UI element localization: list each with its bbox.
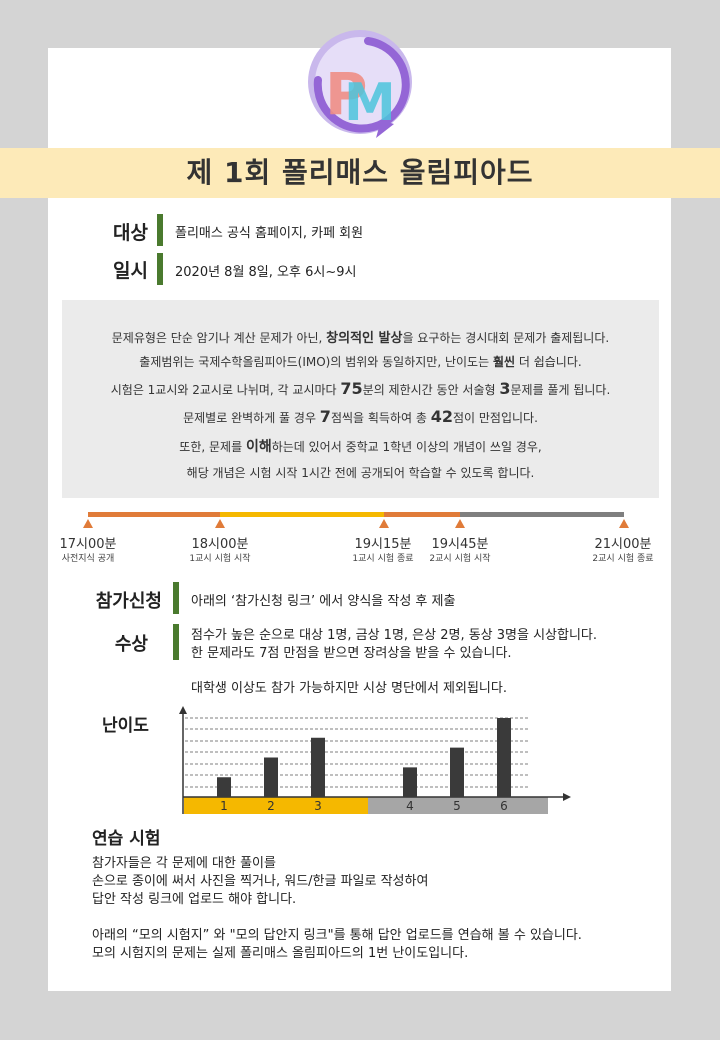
prize-note: 대학생 이상도 참가 가능하지만 시상 명단에서 제외됩니다.	[191, 681, 507, 696]
date-accent-bar	[157, 253, 163, 285]
timeline-desc: 1교시 시험 종료	[352, 554, 414, 564]
timeline-time: 19시15분	[354, 537, 412, 552]
timeline-segment-session-2	[460, 512, 624, 517]
timeline-desc: 2교시 시험 시작	[429, 554, 491, 564]
apply-accent-bar	[173, 582, 179, 614]
practice-paragraph-line: 답안 작성 링크에 업로드 해야 합니다.	[92, 892, 297, 907]
x-tick-label: 4	[406, 799, 414, 813]
timeline-segment-break	[384, 512, 460, 517]
axis-band-session-1	[184, 797, 368, 814]
target-label: 대상	[113, 222, 148, 244]
timeline-marker	[619, 519, 629, 528]
timeline-marker	[455, 519, 465, 528]
timeline-time: 17시00분	[59, 537, 117, 552]
axis-band-session-2	[368, 797, 548, 814]
info-line-2: 출제범위는 국제수학올림피아드(IMO)의 범위와 동일하지만, 난이도는 훨씬…	[139, 355, 582, 369]
prize-line-1: 점수가 높은 순으로 대상 1명, 금상 1명, 은상 2명, 동상 3명을 시…	[191, 628, 598, 643]
difficulty-bar	[264, 757, 278, 797]
timeline-marker	[379, 519, 389, 528]
timeline-marker	[215, 519, 225, 528]
timeline-desc: 1교시 시험 시작	[189, 554, 251, 564]
x-tick-label: 1	[220, 799, 228, 813]
apply-value: 아래의 ‘참가신청 링크’ 에서 양식을 작성 후 제출	[191, 594, 456, 609]
poster-card	[48, 48, 671, 991]
x-tick-label: 3	[314, 799, 322, 813]
info-line-1: 문제유형은 단순 암기나 계산 문제가 아닌, 창의적인 발상을 요구하는 경시…	[111, 331, 610, 346]
svg-text:M: M	[344, 73, 396, 133]
difficulty-bar	[217, 777, 231, 797]
apply-label: 참가신청	[95, 591, 162, 612]
timeline-time: 18시00분	[191, 537, 249, 552]
page-title: 제 1회 폴리매스 올림피아드	[186, 156, 534, 189]
difficulty-bar	[497, 718, 511, 797]
prize-accent-bar	[173, 624, 179, 660]
difficulty-bar	[311, 737, 325, 797]
x-tick-label: 2	[267, 799, 275, 813]
info-line-4: 문제별로 완벽하게 풀 경우 7점씩을 획득하여 총 42점이 만점입니다.	[183, 407, 538, 426]
target-accent-bar	[157, 214, 163, 246]
date-value: 2020년 8월 8일, 오후 6시~9시	[175, 265, 357, 280]
info-line-3: 시험은 1교시와 2교시로 나뉘며, 각 교시마다 75분의 제한시간 동안 서…	[110, 379, 611, 398]
practice-paragraph-line: 손으로 종이에 써서 사진을 찍거나, 워드/한글 파일로 작성하여	[92, 874, 429, 889]
timeline-segment-session-1	[220, 512, 384, 517]
info-line-5: 또한, 문제를 이해하는데 있어서 중학교 1학년 이상의 개념이 쓰일 경우,	[179, 439, 542, 455]
pm-logo-icon: P M	[308, 30, 412, 138]
target-value: 폴리매스 공식 홈페이지, 카페 회원	[175, 226, 364, 241]
timeline-desc: 사전지식 공개	[61, 554, 115, 564]
date-label: 일시	[113, 260, 148, 282]
difficulty-label: 난이도	[102, 716, 149, 736]
practice-paragraph-line: 참가자들은 각 문제에 대한 풀이를	[92, 856, 276, 871]
difficulty-bar	[450, 747, 464, 797]
info-line-6: 해당 개념은 시험 시작 1시간 전에 공개되어 학습할 수 있도록 합니다.	[186, 466, 535, 480]
prize-label: 수상	[114, 634, 148, 655]
practice-paragraph-line: 모의 시험지의 문제는 실제 폴리매스 올림피아드의 1번 난이도입니다.	[92, 946, 469, 961]
timeline-segment-prep	[88, 512, 220, 517]
timeline-time: 19시45분	[431, 537, 489, 552]
timeline-marker	[83, 519, 93, 528]
prize-line-2: 한 문제라도 7점 만점을 받으면 장려상을 받을 수 있습니다.	[191, 646, 512, 661]
x-tick-label: 6	[500, 799, 508, 813]
timeline-time: 21시00분	[594, 537, 652, 552]
difficulty-bar	[403, 767, 417, 797]
practice-paragraph-line: 아래의 “모의 시험지” 와 "모의 답안지 링크"를 통해 답안 업로드를 연…	[92, 928, 582, 943]
x-axis-arrow-icon	[563, 793, 571, 801]
info-box	[62, 300, 659, 498]
y-axis-arrow-icon	[179, 706, 187, 714]
practice-title: 연습 시험	[92, 829, 161, 849]
title-banner	[0, 148, 720, 198]
x-tick-label: 5	[453, 799, 461, 813]
svg-text:P: P	[325, 60, 368, 128]
timeline-desc: 2교시 시험 종료	[592, 554, 654, 564]
